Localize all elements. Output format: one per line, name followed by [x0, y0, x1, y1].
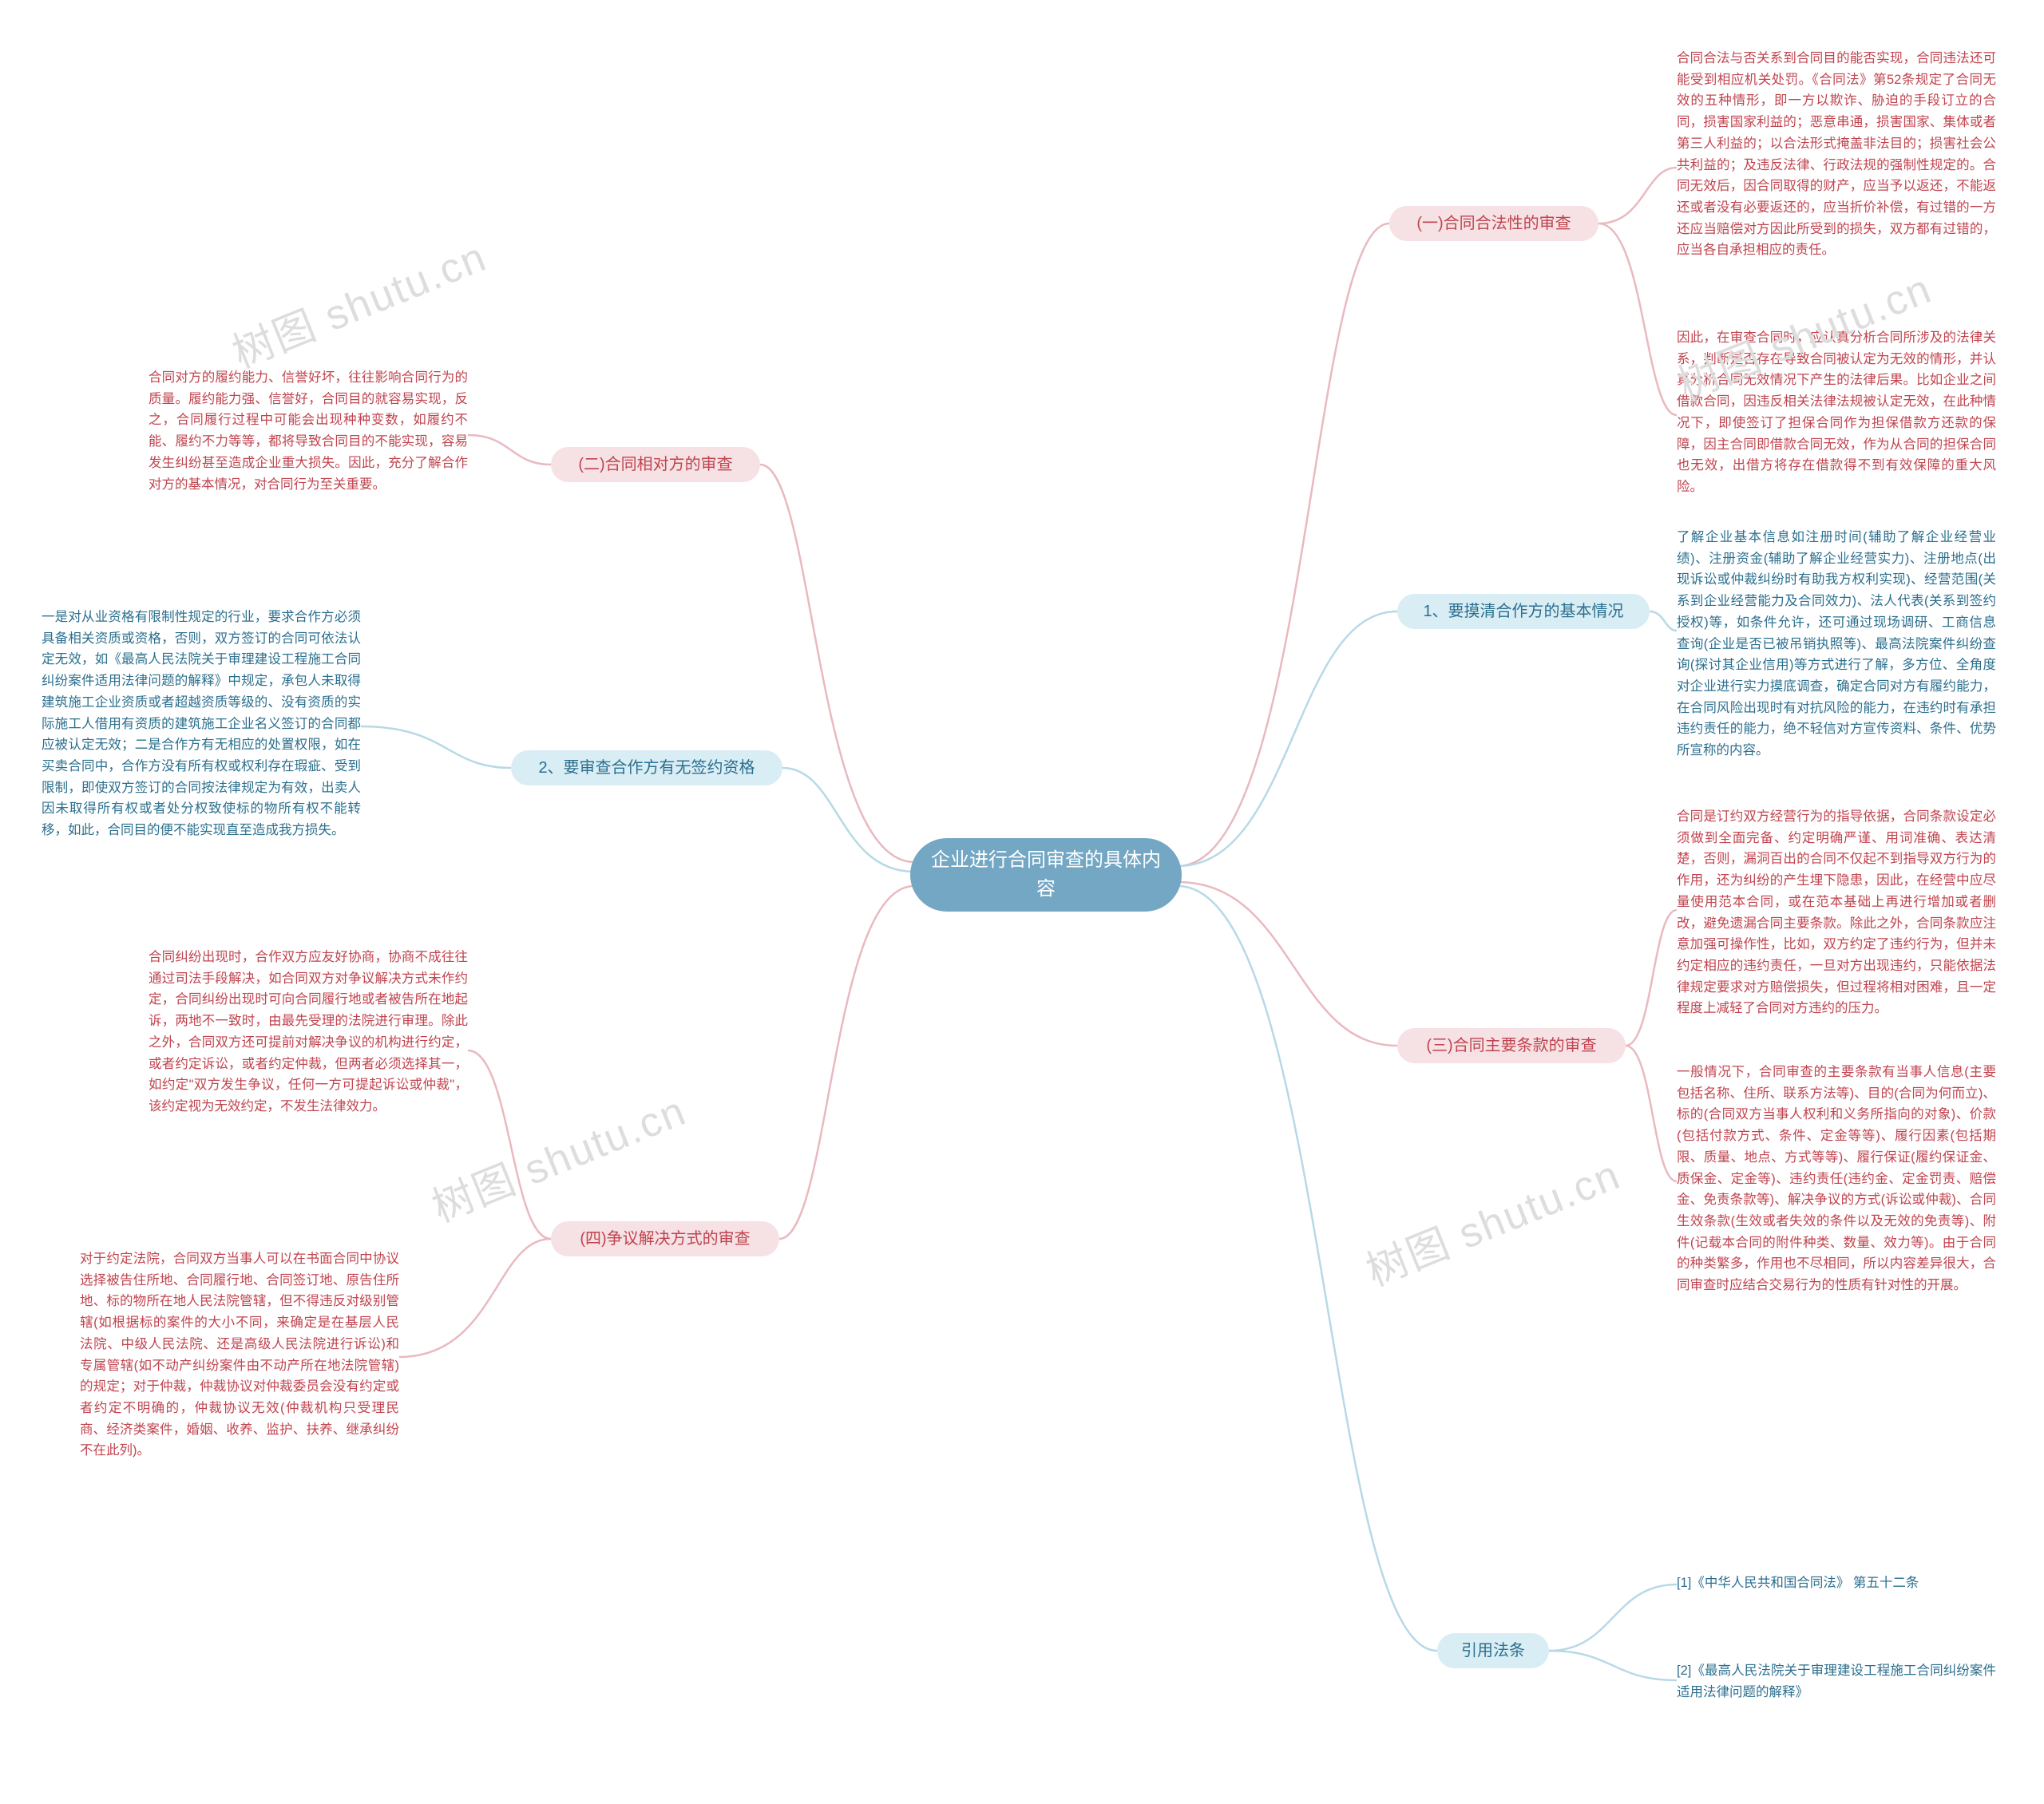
edge-root-left-b6 [779, 886, 914, 1239]
branch-b5[interactable]: (三)合同主要条款的审查 [1397, 1028, 1626, 1063]
edge-b4-b4l1 [361, 726, 511, 768]
branch-b7[interactable]: 引用法条 [1437, 1633, 1549, 1668]
edge-b7-b7l2 [1549, 1651, 1677, 1680]
branch-b2[interactable]: (二)合同相对方的审查 [551, 447, 760, 482]
branch-b3[interactable]: 1、要摸清合作方的基本情况 [1397, 594, 1650, 629]
leaf-b4l1: 一是对从业资格有限制性规定的行业，要求合作方必须具备相关资质或资格，否则，双方签… [42, 607, 361, 841]
edge-b5-b5l1 [1626, 910, 1677, 1046]
edge-b1-b1l2 [1598, 224, 1677, 415]
edge-b1-b1l1 [1598, 168, 1677, 224]
root-node[interactable]: 企业进行合同审查的具体内容 [910, 838, 1182, 912]
branch-b1[interactable]: (一)合同合法性的审查 [1389, 206, 1598, 241]
leaf-b6l2: 对于约定法院，合同双方当事人可以在书面合同中协议选择被告住所地、合同履行地、合同… [80, 1248, 399, 1462]
leaf-b1l1: 合同合法与否关系到合同目的能否实现，合同违法还可能受到相应机关处罚。《合同法》第… [1677, 48, 1996, 261]
leaf-b1l2: 因此，在审查合同时，应认真分析合同所涉及的法律关系，判断是否存在导致合同被认定为… [1677, 327, 1996, 498]
edge-root-right-b7 [1178, 886, 1437, 1651]
edge-b5-b5l2 [1626, 1046, 1677, 1181]
edge-b7-b7l1 [1549, 1584, 1677, 1651]
leaf-b2l1: 合同对方的履约能力、信誉好坏，往往影响合同行为的质量。履约能力强、信誉好，合同目… [149, 367, 468, 495]
leaf-b5l1: 合同是订约双方经营行为的指导依据，合同条款设定必须做到全面完备、约定明确严谨、用… [1677, 806, 1996, 1019]
edge-root-right-b3 [1178, 611, 1397, 866]
edge-b2-b2l1 [468, 435, 551, 465]
leaf-b7l1: [1]《中华人民共和国合同法》 第五十二条 [1677, 1573, 1996, 1594]
edge-root-right-b1 [1178, 224, 1389, 866]
edge-root-right-b5 [1178, 882, 1397, 1046]
edge-root-left-b4 [782, 768, 914, 872]
edge-b3-b3l1 [1650, 611, 1677, 631]
leaf-b7l2: [2]《最高人民法院关于审理建设工程施工合同纠纷案件适用法律问题的解释》 [1677, 1660, 1996, 1703]
leaf-b6l1: 合同纠纷出现时，合作双方应友好协商，协商不成往往通过司法手段解决，如合同双方对争… [149, 947, 468, 1118]
branch-b6[interactable]: (四)争议解决方式的审查 [551, 1221, 779, 1256]
edge-root-left-b2 [760, 465, 914, 862]
edge-b6-b6l1 [468, 1050, 551, 1239]
edge-b6-b6l2 [399, 1239, 551, 1357]
watermark: 树图 shutu.cn [1356, 1141, 1628, 1298]
watermark: 树图 shutu.cn [222, 224, 494, 380]
leaf-b3l1: 了解企业基本信息如注册时间(辅助了解企业经营业绩)、注册资金(辅助了解企业经营实… [1677, 527, 1996, 762]
branch-b4[interactable]: 2、要审查合作方有无签约资格 [511, 750, 782, 785]
leaf-b5l2: 一般情况下，合同审查的主要条款有当事人信息(主要包括名称、住所、联系方法等)、目… [1677, 1062, 1996, 1296]
